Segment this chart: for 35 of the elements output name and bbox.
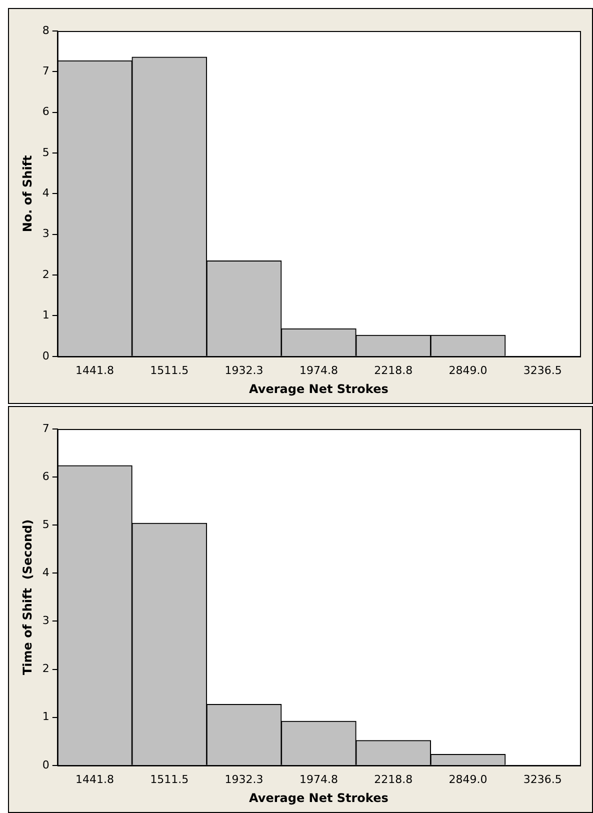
- y-tick-label: 0: [42, 758, 50, 772]
- y-tick-label: 7: [42, 64, 50, 78]
- x-tick-label: 2218.8: [374, 772, 413, 786]
- y-tick-label: 7: [42, 422, 50, 435]
- x-tick-label: 1511.5: [150, 364, 189, 377]
- y-tick-label: 2: [42, 268, 50, 281]
- y-tick-label: 6: [42, 470, 50, 483]
- y-tick-label: 5: [42, 518, 50, 531]
- y-tick-label: 5: [42, 146, 50, 159]
- y-tick-label: 1: [42, 308, 50, 322]
- x-tick-label: 1932.3: [224, 364, 264, 377]
- x-tick-label: 1974.8: [299, 364, 338, 377]
- x-axis-title: Average Net Strokes: [249, 790, 388, 805]
- y-tick-label: 3: [42, 227, 50, 240]
- y-tick-label: 0: [42, 349, 50, 362]
- y-tick-label: 1: [42, 710, 50, 724]
- x-tick-label: 1974.8: [299, 772, 338, 786]
- x-tick-label: 2849.0: [448, 364, 488, 377]
- x-tick-label: 1441.8: [75, 364, 114, 377]
- y-tick-label: 2: [42, 662, 50, 676]
- x-tick-label: 1511.5: [150, 772, 189, 786]
- x-axis-title: Average Net Strokes: [249, 382, 388, 396]
- x-tick-label: 2218.8: [374, 364, 413, 377]
- y-tick-label: 4: [42, 566, 50, 580]
- x-tick-label: 3236.5: [523, 364, 562, 377]
- x-tick-label: 2849.0: [448, 772, 488, 786]
- y-tick-label: 6: [42, 105, 50, 118]
- y-tick-label: 4: [42, 186, 50, 200]
- y-tick-label: 8: [42, 24, 50, 37]
- y-axis-title: No. of Shift: [20, 154, 34, 232]
- y-axis-title: Time of Shift (Second): [20, 519, 34, 676]
- x-tick-label: 3236.5: [523, 772, 562, 786]
- x-tick-label: 1441.8: [75, 772, 114, 786]
- y-tick-label: 3: [42, 614, 50, 628]
- x-tick-label: 1932.3: [224, 772, 264, 786]
